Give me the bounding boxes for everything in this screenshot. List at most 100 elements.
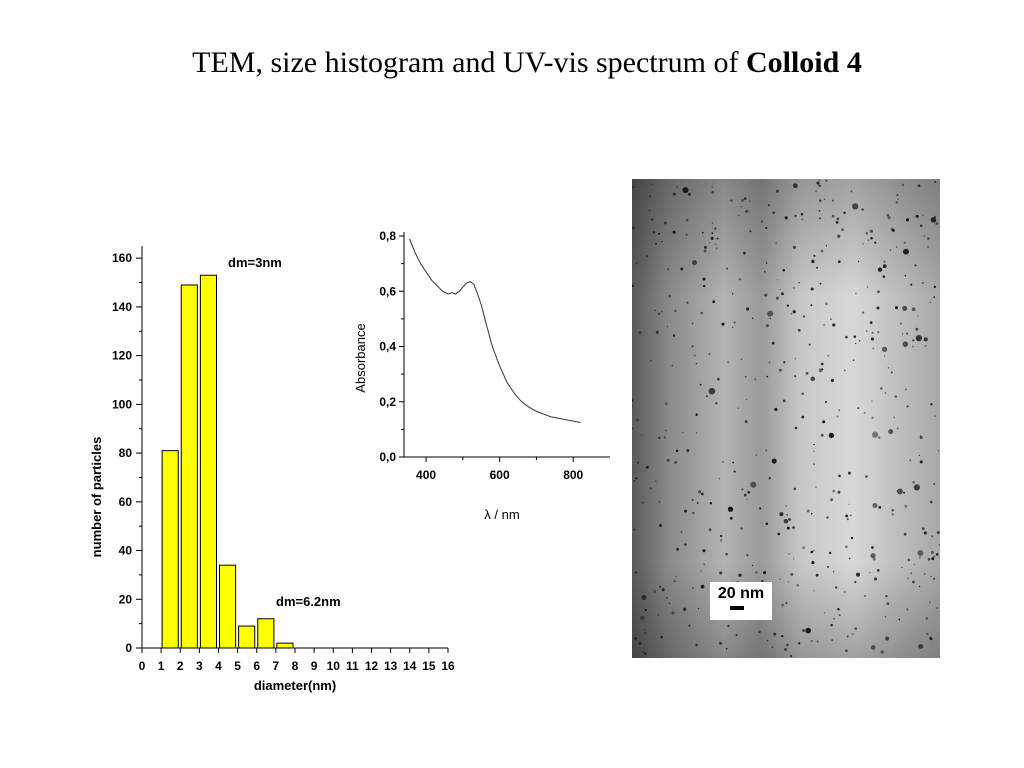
tem-particle	[864, 594, 867, 597]
tem-particle	[845, 649, 848, 653]
tem-particle	[838, 409, 841, 412]
tem-particle	[717, 377, 720, 381]
tem-particle	[794, 214, 797, 217]
tem-particle	[841, 228, 844, 231]
tem-particle	[925, 617, 929, 620]
tem-particle	[823, 612, 826, 614]
tem-particle	[712, 300, 716, 304]
tem-particle	[895, 201, 899, 204]
tem-particle	[846, 518, 849, 521]
tem-particle	[815, 486, 817, 488]
tem-particle	[798, 642, 801, 645]
scale-bar	[730, 606, 744, 610]
tem-particle	[837, 490, 841, 494]
tem-particle	[635, 262, 638, 265]
tem-particle	[781, 603, 784, 607]
tem-particle	[836, 415, 839, 418]
tem-particle	[661, 310, 663, 313]
tem-particle	[691, 322, 694, 325]
tem-particle	[778, 368, 782, 372]
tem-particle	[828, 432, 834, 439]
tem-particle	[882, 264, 887, 269]
tem-particle	[872, 347, 875, 350]
hist-xtick-label-15: 15	[422, 659, 436, 673]
tem-particle	[861, 311, 865, 314]
tem-particle	[827, 355, 829, 357]
tem-particle	[711, 232, 714, 235]
uv-x-label: λ / nm	[484, 507, 519, 522]
tem-particle	[802, 628, 806, 633]
tem-particle	[658, 501, 661, 503]
tem-particle	[765, 262, 768, 264]
hist-xtick-label-7: 7	[273, 659, 280, 673]
tem-particle	[663, 436, 666, 439]
tem-particle	[820, 249, 824, 253]
tem-particle	[702, 549, 706, 553]
tem-particle	[871, 400, 873, 402]
tem-particle	[930, 403, 933, 406]
tem-particle	[749, 230, 752, 233]
tem-particle	[904, 388, 907, 391]
tem-particle	[912, 339, 915, 342]
tem-particle	[674, 309, 677, 313]
tem-particle	[654, 480, 657, 483]
tem-particle	[931, 557, 935, 561]
tem-particle	[930, 551, 934, 554]
tem-particle	[668, 294, 672, 298]
tem-particle	[819, 199, 822, 202]
tem-particle	[810, 287, 814, 291]
tem-particle	[771, 341, 775, 345]
tem-particle	[763, 271, 766, 273]
tem-particle	[891, 513, 894, 516]
tem-particle	[894, 395, 898, 398]
tem-particle	[811, 561, 815, 565]
tem-particle	[668, 602, 671, 605]
tem-particle	[766, 375, 769, 378]
tem-particle	[700, 570, 702, 572]
tem-particle	[768, 477, 771, 480]
tem-particle	[923, 337, 928, 342]
tem-particle	[671, 364, 674, 367]
tem-particle	[852, 203, 859, 210]
tem-particle	[880, 650, 884, 654]
tem-particle	[914, 264, 917, 267]
tem-particle	[655, 330, 659, 334]
hist-bar-4	[238, 625, 256, 649]
tem-particle	[888, 429, 894, 435]
tem-particle	[904, 504, 908, 508]
tem-particle	[688, 624, 691, 627]
tem-particle	[855, 292, 857, 295]
tem-particle	[699, 383, 702, 386]
hist-bar-0	[161, 450, 179, 649]
tem-particle	[893, 416, 896, 419]
tem-particle	[929, 301, 932, 303]
tem-particle	[737, 407, 739, 409]
tem-particle	[811, 259, 815, 263]
tem-particle	[777, 532, 780, 536]
tem-particle	[695, 413, 698, 416]
tem-particle	[822, 420, 826, 424]
tem-particle	[635, 477, 638, 480]
hist-xtick-label-11: 11	[346, 659, 359, 673]
tem-particle	[903, 532, 907, 536]
tem-particle	[872, 557, 876, 561]
tem-particle	[754, 378, 757, 381]
tem-particle	[741, 198, 744, 202]
tem-particle	[918, 643, 924, 649]
tem-particle	[830, 623, 833, 627]
tem-particle	[687, 192, 691, 196]
tem-particle	[819, 217, 821, 220]
hist-ytick-label-1: 20	[119, 592, 133, 606]
tem-particle	[790, 312, 793, 315]
tem-particle	[722, 461, 724, 463]
tem-particle	[782, 268, 786, 272]
tem-particle	[727, 506, 734, 512]
tem-particle	[884, 355, 886, 357]
tem-particle	[696, 432, 698, 434]
tem-particle	[715, 243, 717, 245]
tem-particle	[738, 573, 742, 577]
tem-particle	[744, 375, 747, 378]
tem-particle	[845, 545, 848, 549]
tem-particle	[852, 359, 855, 362]
tem-particle	[818, 184, 821, 188]
